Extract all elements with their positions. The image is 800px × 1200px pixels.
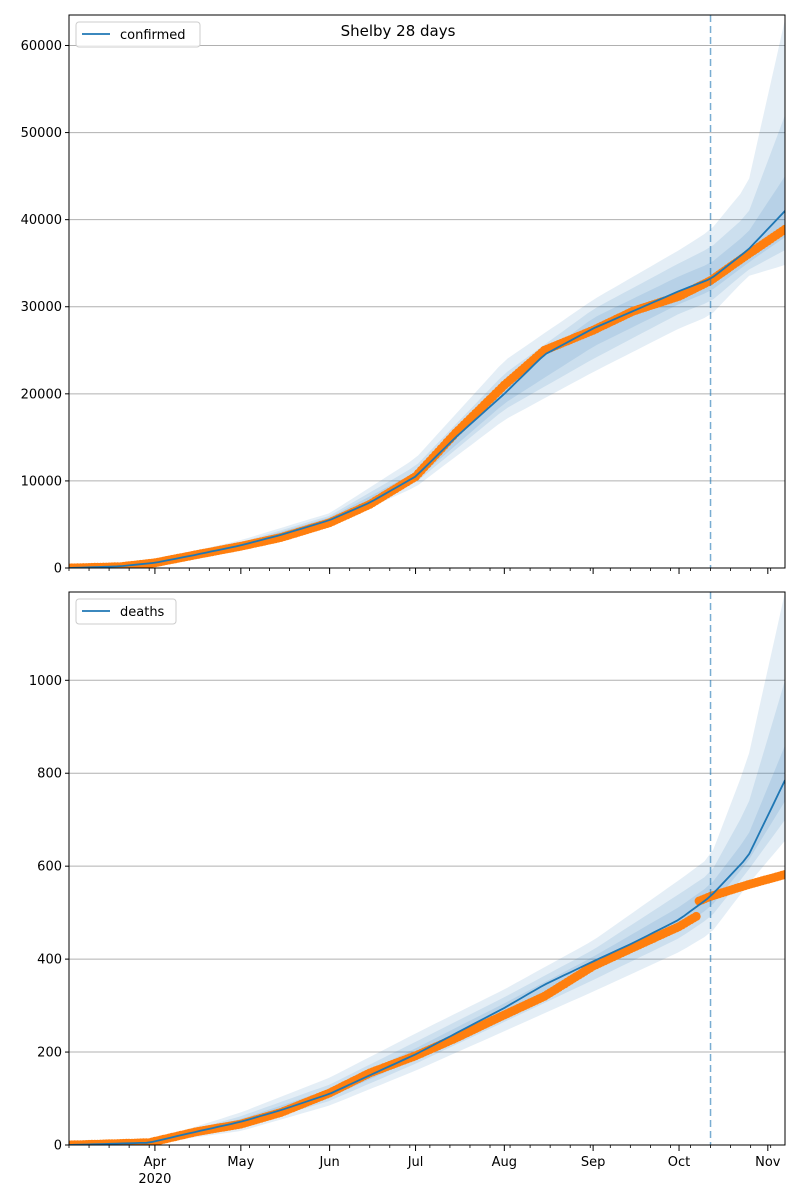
axes-frame: [68, 591, 786, 1146]
legend-box: [75, 21, 201, 48]
observed-point: [780, 224, 785, 234]
legend: confirmed: [75, 21, 201, 48]
band-middle: [69, 115, 785, 568]
y-tick-label: 1000: [29, 674, 62, 689]
legend-label: confirmed: [120, 28, 186, 43]
y-tick-label: 600: [37, 860, 62, 875]
y-tick-label: 20000: [21, 387, 62, 402]
x-tick-sublabel: 2020: [138, 1172, 171, 1187]
plot-area: [69, 19, 785, 568]
legend-label: deaths: [120, 605, 165, 620]
legend: deaths: [75, 598, 177, 625]
model-line-deaths: [69, 779, 785, 1145]
y-tick-label: 0: [54, 1139, 62, 1154]
y-tick-label: 800: [37, 767, 62, 782]
x-tick-label: Nov: [755, 1155, 781, 1170]
y-tick-label: 50000: [21, 126, 62, 141]
y-tick-label: 10000: [21, 474, 62, 489]
figure-title: Shelby 28 days: [341, 22, 456, 40]
band-outer: [69, 592, 785, 1145]
y-tick-label: 0: [54, 562, 62, 577]
y-tick-label: 200: [37, 1046, 62, 1061]
x-tick-label: Jun: [318, 1155, 339, 1170]
band-inner: [69, 176, 785, 568]
x-tick-label: Sep: [581, 1155, 606, 1170]
y-tick-label: 60000: [21, 39, 62, 54]
plot-area: [69, 592, 785, 1145]
x-tick-label: Jul: [407, 1155, 424, 1170]
y-tick-label: 30000: [21, 300, 62, 315]
legend-box: [75, 598, 177, 625]
x-tick-label: May: [227, 1155, 254, 1170]
axes-frame: [68, 14, 786, 569]
y-tick-label: 400: [37, 953, 62, 968]
x-tick-label: Aug: [492, 1155, 517, 1170]
y-tick-label: 40000: [21, 213, 62, 228]
confirmed-panel: 0 10000 20000 30000 40000 50000 60000 confirmed: [21, 14, 786, 577]
x-tick-label: Apr: [144, 1155, 167, 1170]
x-tick-label: Oct: [668, 1155, 690, 1170]
observed-point: [780, 870, 785, 879]
deaths-panel: 0 200 400 600 800 1000 Apr 2020 May Jun Jul Aug Sep O…: [29, 591, 786, 1187]
observed-point: [691, 911, 701, 921]
model-line-confirmed: [69, 210, 785, 568]
